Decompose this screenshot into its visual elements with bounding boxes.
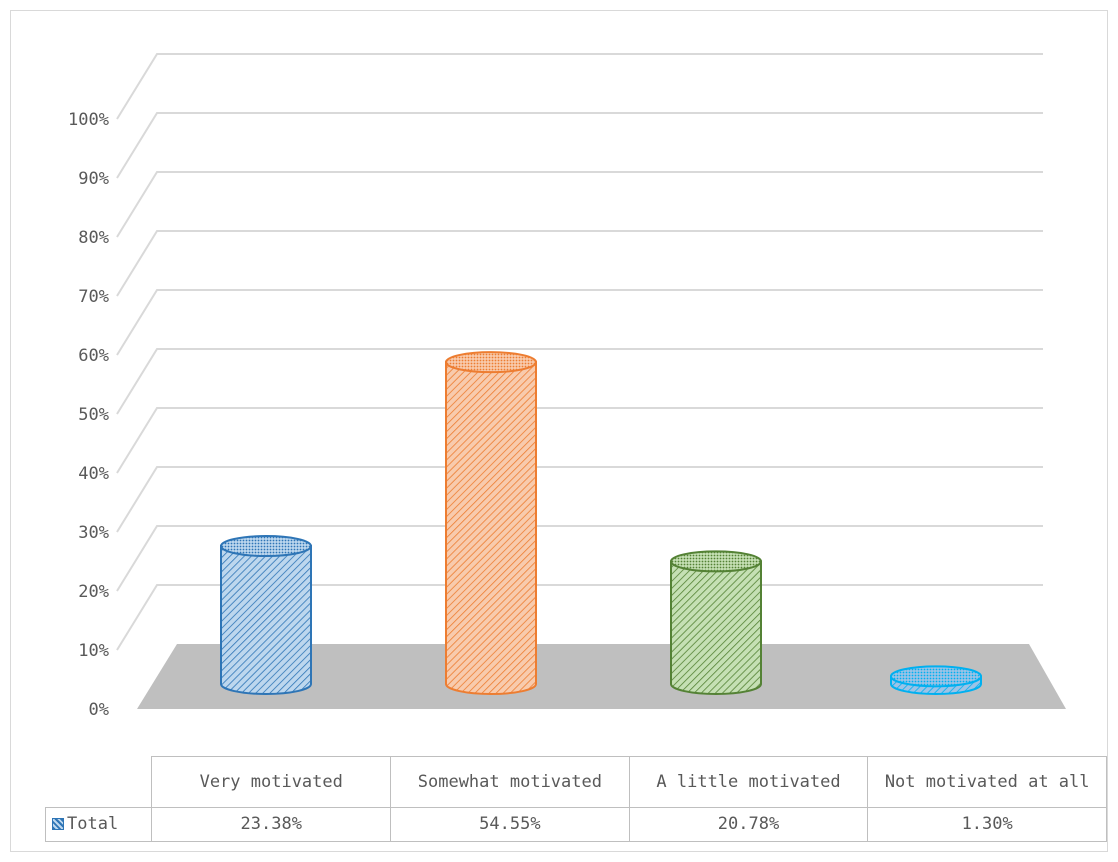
bar-1 (220, 535, 312, 695)
gridline (116, 289, 1043, 356)
category-label: Not motivated at all (867, 756, 1107, 808)
data-label: 23.38% (151, 807, 392, 842)
y-tick-label: 100% (68, 110, 109, 130)
gridline (116, 53, 1043, 120)
series-row: Total 23.38% 54.55% 20.78% 1.30% (44, 807, 1107, 842)
y-tick-label: 0% (89, 700, 109, 720)
chart-frame: 0% 10% 20% 30% 40% 50% 60% 70% 80% 90% 100% Very m… (10, 10, 1108, 852)
gridline (116, 348, 1043, 415)
bar-body (445, 361, 537, 695)
chart-plot: 0% 10% 20% 30% 40% 50% 60% 70% 80% 90% 100% (68, 53, 1066, 720)
chart-floor (137, 644, 1066, 709)
data-table: Very motivated Somewhat motivated A litt… (44, 756, 1107, 842)
bar-body (670, 560, 762, 695)
gridline (116, 230, 1043, 297)
table-corner (45, 756, 153, 808)
category-label: Somewhat motivated (390, 756, 630, 808)
legend-key-icon (52, 818, 64, 830)
y-tick-label: 50% (78, 405, 109, 425)
bar-top-cap (445, 351, 537, 374)
data-label: 54.55% (390, 807, 630, 842)
bar-top-cap (890, 665, 982, 688)
bar-3 (670, 550, 762, 695)
bar-2 (445, 351, 537, 695)
gridlines (116, 53, 1043, 651)
bar-top-cap (220, 535, 312, 558)
data-label: 20.78% (628, 807, 869, 842)
bars (220, 351, 982, 695)
gridline (116, 525, 1043, 592)
bar-4 (890, 665, 982, 695)
bar-body (220, 545, 312, 695)
y-tick-label: 40% (78, 464, 109, 484)
y-axis-ticks: 0% 10% 20% 30% 40% 50% 60% 70% 80% 90% 100% (68, 110, 109, 720)
bar-top-cap (670, 550, 762, 573)
category-header-row: Very motivated Somewhat motivated A litt… (45, 756, 1107, 808)
y-tick-label: 20% (78, 582, 109, 602)
gridline (116, 407, 1043, 474)
y-tick-label: 60% (78, 346, 109, 366)
category-label: Very motivated (151, 756, 392, 808)
gridline (116, 171, 1043, 238)
y-tick-label: 90% (78, 169, 109, 189)
data-label: 1.30% (867, 807, 1107, 842)
y-tick-label: 70% (78, 287, 109, 307)
gridline (116, 466, 1043, 533)
y-tick-label: 80% (78, 228, 109, 248)
series-legend-cell: Total (44, 807, 153, 842)
floor-plane (137, 644, 1066, 709)
y-tick-label: 30% (78, 523, 109, 543)
category-label: A little motivated (628, 756, 869, 808)
y-tick-label: 10% (78, 641, 109, 661)
series-name: Total (67, 814, 119, 834)
gridline (116, 112, 1043, 179)
